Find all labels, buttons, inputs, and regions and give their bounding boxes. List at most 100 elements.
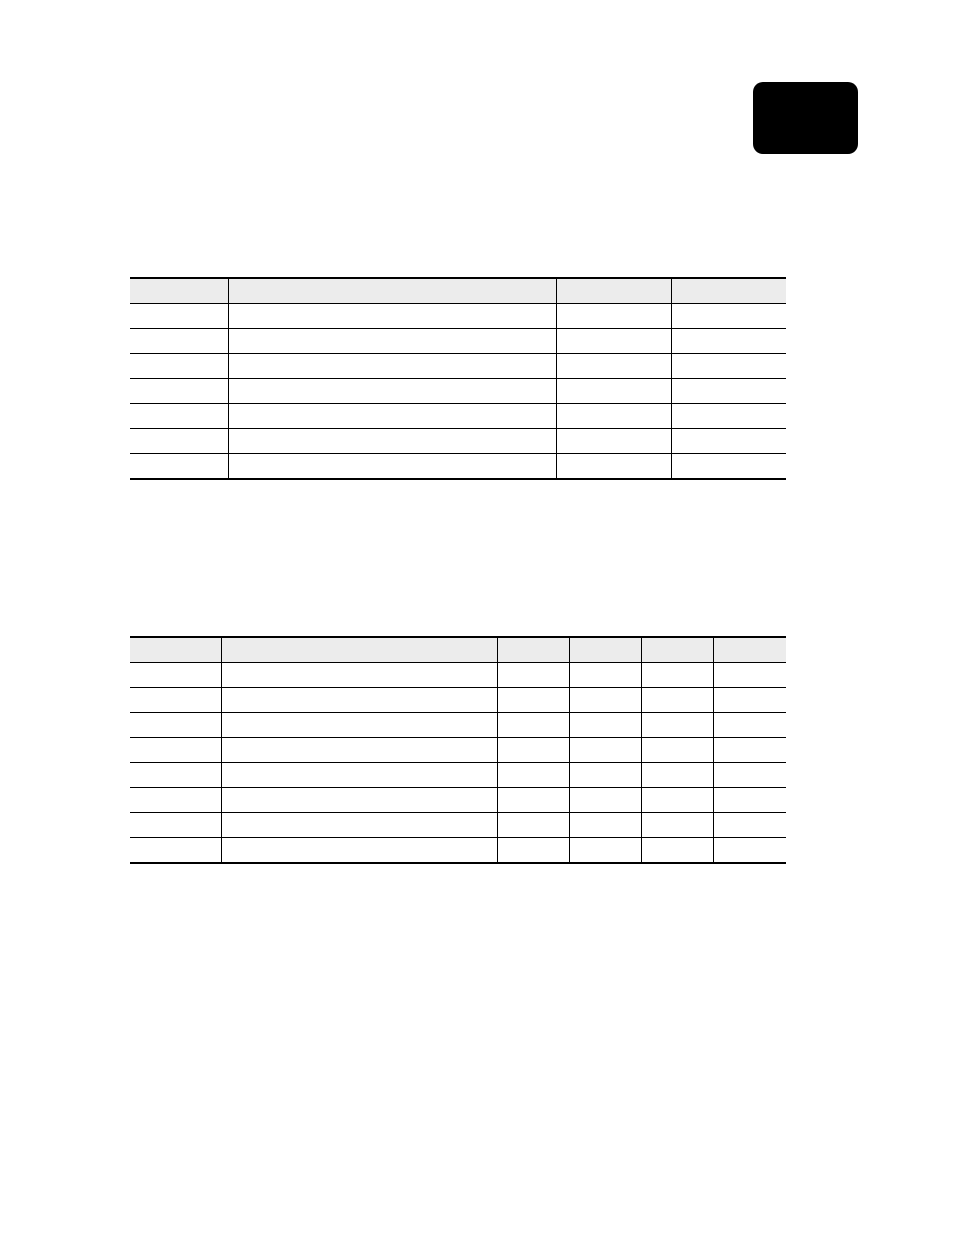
cell <box>671 379 786 404</box>
cell <box>497 763 569 788</box>
cell <box>497 838 569 864</box>
cell <box>130 838 222 864</box>
table-row <box>130 354 786 379</box>
cell <box>130 738 222 763</box>
cell <box>714 738 786 763</box>
cell <box>497 663 569 688</box>
table-b-col-3 <box>570 637 642 663</box>
table-row <box>130 788 786 813</box>
table-b-col-2 <box>497 637 569 663</box>
cell <box>570 788 642 813</box>
cell <box>130 813 222 838</box>
cell <box>130 304 228 329</box>
cell <box>130 788 222 813</box>
cell <box>671 454 786 480</box>
cell <box>570 738 642 763</box>
cell <box>556 354 671 379</box>
cell <box>130 688 222 713</box>
table-a <box>130 277 786 480</box>
cell <box>222 688 498 713</box>
cell <box>222 738 498 763</box>
table-row <box>130 429 786 454</box>
cell <box>642 763 714 788</box>
table-row <box>130 813 786 838</box>
cell <box>570 713 642 738</box>
table-b-container <box>130 636 786 864</box>
cell <box>642 788 714 813</box>
cell <box>570 663 642 688</box>
cell <box>222 788 498 813</box>
cell <box>130 763 222 788</box>
table-b-col-4 <box>642 637 714 663</box>
table-b-header-row <box>130 637 786 663</box>
table-row <box>130 763 786 788</box>
cell <box>497 738 569 763</box>
cell <box>671 329 786 354</box>
table-row <box>130 304 786 329</box>
cell <box>130 713 222 738</box>
table-b <box>130 636 786 864</box>
cell <box>130 354 228 379</box>
cell <box>497 713 569 738</box>
cell <box>714 763 786 788</box>
cell <box>228 329 556 354</box>
table-row <box>130 713 786 738</box>
cell <box>556 304 671 329</box>
table-row <box>130 404 786 429</box>
cell <box>222 813 498 838</box>
cell <box>714 788 786 813</box>
table-a-container <box>130 277 786 480</box>
cell <box>556 379 671 404</box>
cell <box>130 404 228 429</box>
cell <box>671 404 786 429</box>
cell <box>714 688 786 713</box>
cell <box>642 813 714 838</box>
table-row <box>130 454 786 480</box>
table-a-col-2 <box>556 278 671 304</box>
cell <box>556 429 671 454</box>
cell <box>671 429 786 454</box>
table-row <box>130 329 786 354</box>
cell <box>556 454 671 480</box>
cell <box>222 838 498 864</box>
cell <box>642 838 714 864</box>
cell <box>642 738 714 763</box>
table-row <box>130 663 786 688</box>
cell <box>556 404 671 429</box>
table-b-col-1 <box>222 637 498 663</box>
cell <box>222 713 498 738</box>
cell <box>642 663 714 688</box>
corner-badge <box>753 82 858 154</box>
cell <box>228 379 556 404</box>
cell <box>671 304 786 329</box>
cell <box>130 379 228 404</box>
table-row <box>130 379 786 404</box>
cell <box>671 354 786 379</box>
cell <box>228 454 556 480</box>
cell <box>497 688 569 713</box>
cell <box>130 454 228 480</box>
cell <box>228 429 556 454</box>
table-b-col-0 <box>130 637 222 663</box>
cell <box>130 429 228 454</box>
cell <box>714 663 786 688</box>
page <box>0 0 954 1235</box>
table-row <box>130 738 786 763</box>
cell <box>570 688 642 713</box>
cell <box>714 838 786 864</box>
cell <box>570 763 642 788</box>
cell <box>130 663 222 688</box>
table-b-col-5 <box>714 637 786 663</box>
cell <box>570 813 642 838</box>
cell <box>228 354 556 379</box>
cell <box>497 788 569 813</box>
table-row <box>130 688 786 713</box>
cell <box>222 763 498 788</box>
cell <box>497 813 569 838</box>
cell <box>570 838 642 864</box>
cell <box>714 713 786 738</box>
cell <box>642 713 714 738</box>
cell <box>228 404 556 429</box>
cell <box>642 688 714 713</box>
cell <box>222 663 498 688</box>
